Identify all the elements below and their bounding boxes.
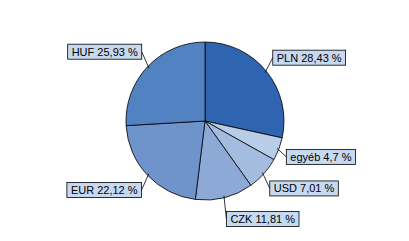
data-label: EUR 22,12 %: [71, 184, 138, 196]
label-category: PLN: [277, 52, 298, 64]
label-category: HUF: [72, 46, 95, 58]
label-box: [270, 181, 339, 196]
label-value: 7,01 %: [297, 182, 335, 194]
data-label: HUF 25,93 %: [72, 46, 138, 58]
leader-line: [265, 58, 273, 73]
leader-line: [277, 148, 286, 157]
data-label: CZK 11,81 %: [230, 213, 295, 225]
leader-line: [142, 174, 149, 190]
label-value: 25,93 %: [94, 46, 138, 58]
label-box: [286, 149, 355, 164]
data-label: USD 7,01 %: [274, 182, 335, 194]
data-label: PLN 28,43 %: [277, 52, 342, 64]
labels: PLN 28,43 % egyéb 4,7 % USD 7,01 % CZK 11,8…: [67, 44, 356, 226]
chart: PLN 28,43 % egyéb 4,7 % USD 7,01 % CZK 11,8…: [0, 0, 409, 241]
label-category: USD: [274, 182, 297, 194]
label-box: [68, 44, 142, 59]
leader-line: [262, 172, 269, 188]
label-value: 22,12 %: [94, 184, 138, 196]
leader-line: [142, 52, 149, 68]
label-box: [226, 211, 299, 226]
label-category: CZK: [230, 213, 253, 225]
label-category: egyéb: [290, 151, 320, 163]
label-box: [273, 50, 346, 65]
label-value: 28,43 %: [298, 52, 342, 64]
label-box: [67, 183, 142, 198]
pie: [126, 42, 284, 200]
label-category: EUR: [71, 184, 94, 196]
label-value: 4,7 %: [320, 151, 351, 163]
label-value: 11,81 %: [252, 213, 295, 225]
data-label: egyéb 4,7 %: [290, 151, 351, 163]
